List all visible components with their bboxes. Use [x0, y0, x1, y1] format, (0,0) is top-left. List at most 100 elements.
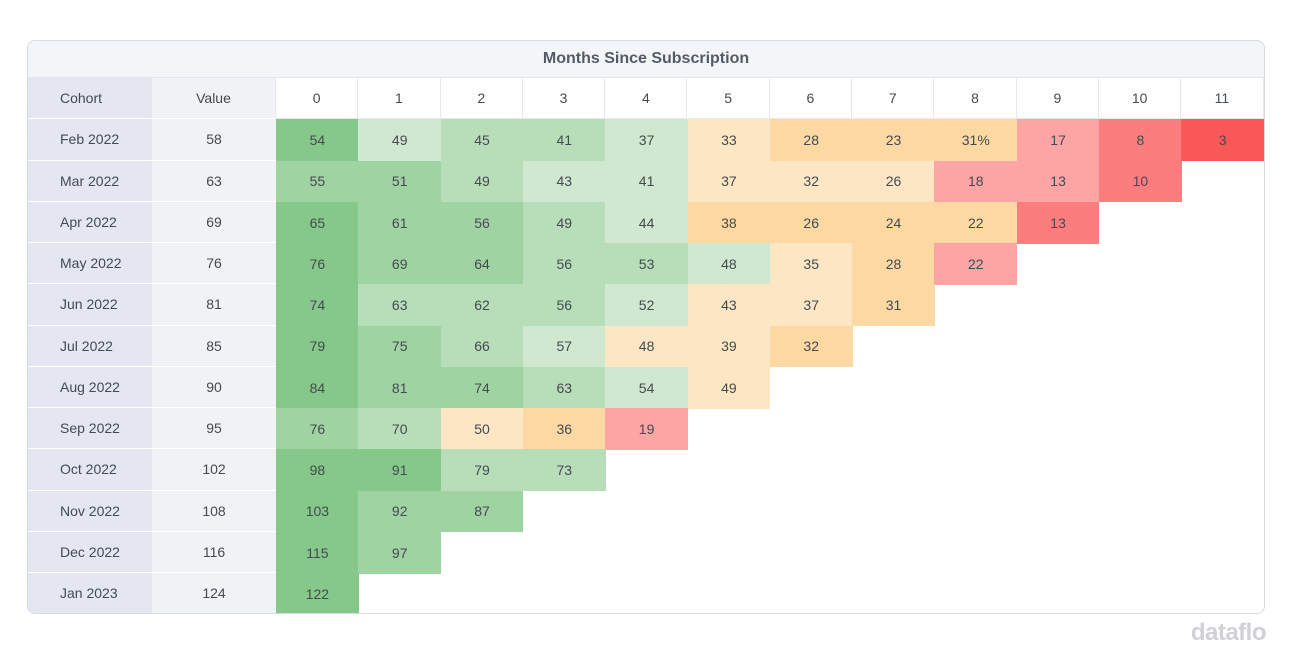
heatmap-cell: 74: [440, 366, 524, 409]
heatmap-cell: 53: [605, 243, 688, 285]
heatmap-cell: 37: [605, 119, 688, 161]
heatmap-cell: 91: [358, 449, 442, 491]
cohort-value: 58: [152, 119, 276, 161]
heatmap-cell: 64: [440, 243, 524, 285]
heatmap-cell: 22: [934, 243, 1018, 285]
heatmap-cell: 38: [687, 201, 771, 244]
heatmap-cell: 73: [522, 449, 606, 491]
heatmap-cell: 55: [276, 160, 359, 203]
heatmap-cell: 39: [687, 325, 771, 368]
cohort-value: 102: [152, 449, 276, 491]
value-header: Value: [152, 78, 276, 120]
cohort-value: 81: [152, 284, 276, 326]
heatmap-cell: 26: [769, 201, 853, 244]
heatmap-cell: 75: [358, 325, 442, 368]
cohort-table: Months Since Subscription Cohort Value 0 1 2…: [27, 40, 1265, 614]
heatmap-cell: 56: [440, 201, 524, 244]
month-header-7: 7: [852, 78, 935, 120]
heatmap-cell: 35: [769, 243, 853, 285]
cohort-label: Apr 2022: [28, 201, 152, 243]
cohort-value: 116: [152, 531, 276, 573]
month-header-10: 10: [1099, 78, 1182, 120]
month-header-11: 11: [1181, 78, 1264, 120]
heatmap-cell: 37: [687, 160, 771, 203]
heatmap-cell: 63: [522, 366, 606, 409]
heatmap-cell: 74: [276, 284, 359, 326]
heatmap-cell: 43: [687, 284, 771, 326]
month-header-2: 2: [440, 78, 523, 120]
heatmap-cell: 26: [852, 160, 935, 203]
heatmap-cell: 61: [358, 201, 442, 244]
heatmap-cell: 56: [522, 284, 606, 326]
heatmap-cell: 31: [852, 284, 935, 326]
month-header-0: 0: [276, 78, 359, 120]
cohort-value: 124: [152, 573, 276, 613]
cohort-value: 76: [152, 243, 276, 285]
heatmap-cell: 50: [440, 408, 524, 450]
cohort-label: Jul 2022: [28, 325, 152, 367]
heatmap-cell: 49: [440, 160, 524, 203]
heatmap-cell: 69: [358, 243, 442, 285]
heatmap-cell: 52: [605, 284, 688, 326]
heatmap-cell: 43: [522, 160, 606, 203]
month-header-3: 3: [522, 78, 606, 120]
heatmap-cell: 84: [276, 366, 359, 409]
month-header-4: 4: [605, 78, 688, 120]
heatmap-cell: 65: [276, 201, 359, 244]
cohort-label: Feb 2022: [28, 119, 152, 161]
heatmap-cell: 49: [358, 119, 442, 161]
heatmap-cell: 3: [1181, 119, 1264, 161]
heatmap-cell: 51: [358, 160, 442, 203]
heatmap-cell: 45: [440, 119, 524, 161]
heatmap-cell: 22: [934, 201, 1018, 244]
heatmap-cell: 31%: [934, 119, 1018, 161]
month-header-8: 8: [934, 78, 1017, 120]
cohort-header: Cohort: [28, 78, 152, 120]
heatmap-cell: 97: [358, 531, 442, 574]
heatmap-cell: 41: [522, 119, 606, 161]
heatmap-cell: 19: [605, 408, 688, 450]
cohort-label: Sep 2022: [28, 408, 152, 450]
heatmap-cell: 8: [1099, 119, 1182, 161]
heatmap-cell: 32: [769, 325, 853, 368]
heatmap-cell: 103: [276, 490, 359, 533]
heatmap-cell: 76: [276, 243, 359, 285]
cohort-value: 69: [152, 201, 276, 243]
month-header-9: 9: [1016, 78, 1099, 120]
cohort-value: 90: [152, 366, 276, 408]
cohort-label: Jan 2023: [28, 573, 152, 613]
heatmap-cell: 28: [852, 243, 935, 285]
heatmap-cell: 18: [934, 160, 1018, 203]
cohort-label: Jun 2022: [28, 284, 152, 326]
heatmap-cell: 76: [276, 408, 359, 450]
month-header-5: 5: [687, 78, 770, 120]
heatmap-cell: 79: [440, 449, 524, 491]
heatmap-cell: 23: [852, 119, 935, 161]
heatmap-cell: 36: [522, 408, 606, 450]
heatmap-cell: 37: [769, 284, 853, 326]
cohort-label: Oct 2022: [28, 449, 152, 491]
heatmap-cell: 13: [1016, 160, 1100, 203]
table-title: Months Since Subscription: [28, 41, 1264, 78]
cohort-value: 108: [152, 490, 276, 532]
heatmap-cell: 33: [687, 119, 771, 161]
heatmap-cell: 13: [1016, 201, 1100, 244]
heatmap-cell: 56: [522, 243, 606, 285]
heatmap-cell: 10: [1099, 160, 1182, 203]
cohort-label: Aug 2022: [28, 366, 152, 408]
cohort-value: 63: [152, 160, 276, 202]
cohort-value: 85: [152, 325, 276, 367]
heatmap-cell: 92: [358, 490, 442, 533]
heatmap-cell: 98: [276, 449, 359, 491]
heatmap-cell: 79: [276, 325, 359, 368]
heatmap-cell: 62: [440, 284, 524, 326]
cohort-label: May 2022: [28, 243, 152, 285]
cohort-label: Mar 2022: [28, 160, 152, 202]
month-header-1: 1: [358, 78, 441, 120]
heatmap-cell: 32: [769, 160, 853, 203]
heatmap-cell: 49: [522, 201, 606, 244]
heatmap-cell: 49: [687, 366, 771, 409]
heatmap-cell: 24: [852, 201, 935, 244]
heatmap-cell: 41: [605, 160, 688, 203]
cohort-label: Nov 2022: [28, 490, 152, 532]
